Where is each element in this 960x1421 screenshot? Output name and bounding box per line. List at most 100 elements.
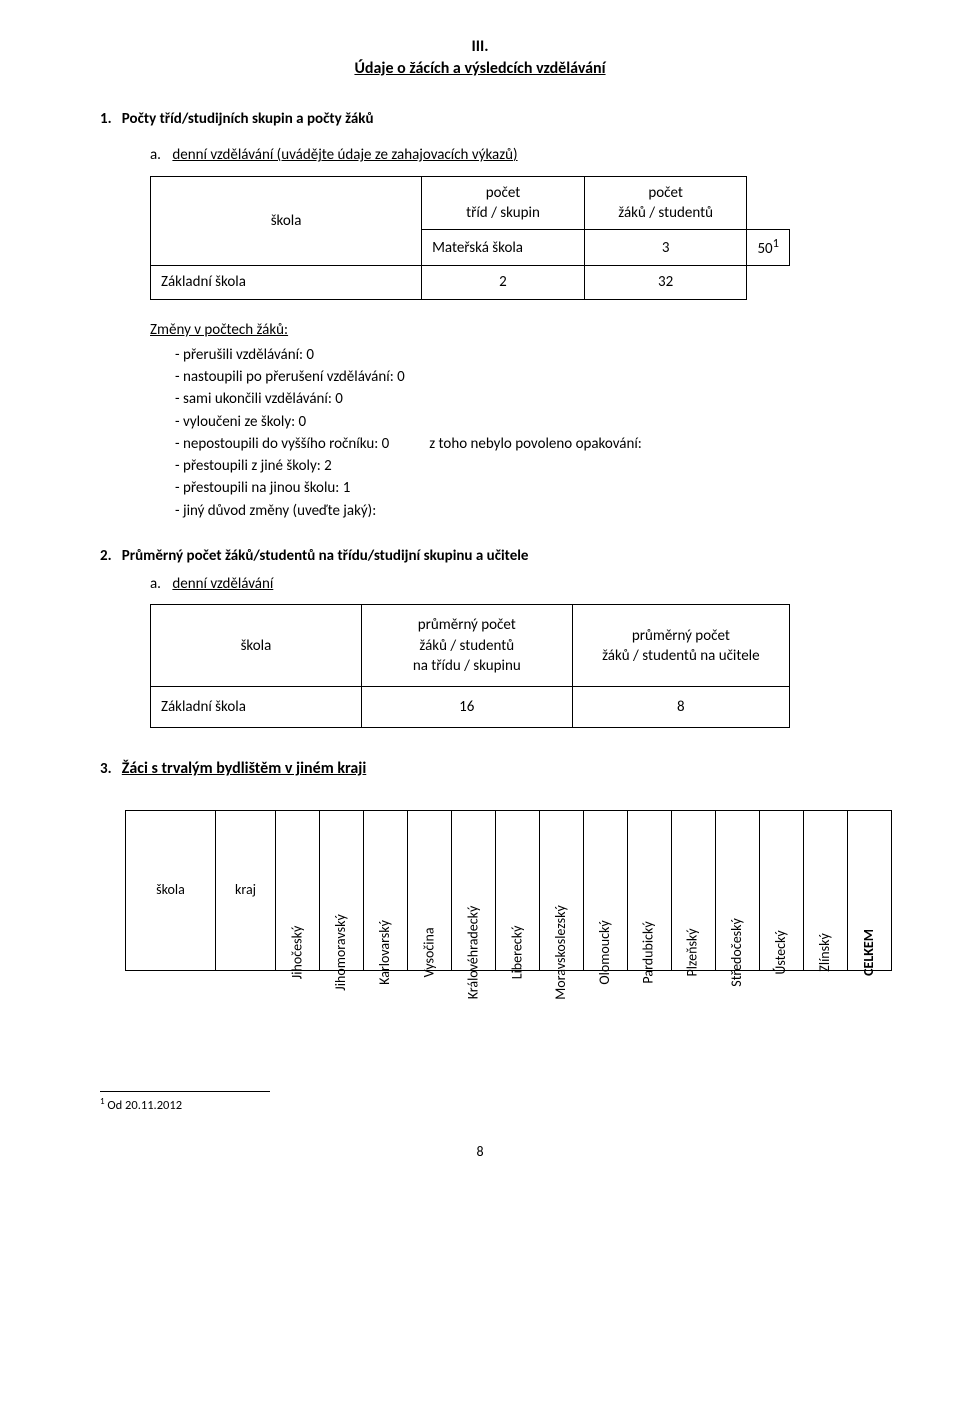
t3-c12: Zlínský <box>804 811 848 971</box>
t3-h-kraj: kraj <box>216 811 276 971</box>
page-title: Údaje o žácích a výsledcích vzdělávání <box>100 58 860 80</box>
t3-c1: Jihomoravský <box>320 811 364 971</box>
t2-h-skola: škola <box>151 605 362 687</box>
t3-c10: Středočeský <box>716 811 760 971</box>
sec1-sub-letter: a. <box>150 146 161 164</box>
list-item: přerušili vzdělávání: 0 <box>175 344 860 366</box>
t3-c2t: Karlovarský <box>376 920 395 985</box>
sec2-sub-text: denní vzdělávání <box>172 575 273 593</box>
chg6: přestoupili na jinou školu: 1 <box>183 479 350 497</box>
list-item: nastoupili po přerušení vzdělávání: 0 <box>175 366 860 388</box>
chg4: nepostoupili do vyššího ročníku: 0 <box>183 435 389 453</box>
t3-c9: Plzeňský <box>672 811 716 971</box>
t3-c2: Karlovarský <box>364 811 408 971</box>
chg5: přestoupili z jiné školy: 2 <box>183 457 332 475</box>
t1-h-c2a: počet žáků / studentů <box>584 176 747 230</box>
footnote-num: 1 <box>100 1096 105 1107</box>
chg2: sami ukončili vzdělávání: 0 <box>183 390 343 408</box>
t1-h-skola: škola <box>151 176 422 266</box>
t3-c10t: Středočeský <box>728 918 747 987</box>
chg0: přerušili vzdělávání: 0 <box>183 346 314 364</box>
t2-r0-c2: 8 <box>572 687 789 728</box>
sec1-num: 1. <box>100 110 112 128</box>
list-item: vyloučeni ze školy: 0 <box>175 411 860 433</box>
sec3-heading: 3. Žáci s trvalým bydlištěm v jiném kraj… <box>100 758 860 780</box>
t1-r1-label: Základní škola <box>151 266 422 299</box>
list-item: sami ukončili vzdělávání: 0 <box>175 388 860 410</box>
t2-h-c2-l1: průměrný počet <box>583 626 779 646</box>
chg3: vyloučeni ze školy: 0 <box>183 413 306 431</box>
t2-r0-c1: 16 <box>361 687 572 728</box>
t3-c0: Jihočeský <box>276 811 320 971</box>
t1-h-c1a-l2: tříd / skupin <box>432 203 574 223</box>
t3-h-skola: škola <box>126 811 216 971</box>
t3-c13t: CELKEM <box>860 929 879 976</box>
t3-c9t: Plzeňský <box>684 929 703 977</box>
t3-h-kraj-text: kraj <box>216 881 275 900</box>
sec3-num: 3. <box>100 760 112 778</box>
t3-c12t: Zlínský <box>816 933 835 972</box>
t3-c4t: Královéhradecký <box>464 906 483 1000</box>
t1-r0-c2: 501 <box>747 230 790 266</box>
chg7: jiný důvod změny (uveďte jaký): <box>183 502 376 520</box>
changes-title: Změny v počtech žáků: <box>150 320 860 340</box>
t1-r0-c2-val: 50 <box>757 240 772 258</box>
t3-c8: Pardubický <box>628 811 672 971</box>
t3-c6: Moravskoslezský <box>540 811 584 971</box>
sec3-table: škola kraj Jihočeský Jihomoravský Karlov… <box>125 810 892 971</box>
sec2-heading: 2. Průměrný počet žáků/studentů na třídu… <box>100 546 860 566</box>
t3-c11t: Ústecký <box>772 930 791 974</box>
t1-h-c1a: počet tříd / skupin <box>422 176 585 230</box>
t3-c1t: Jihomoravský <box>332 914 351 991</box>
t3-c6t: Moravskoslezský <box>552 905 571 1000</box>
list-item: jiný důvod změny (uveďte jaký): <box>175 500 860 522</box>
sec1-sub: a. denní vzdělávání (uvádějte údaje ze z… <box>150 145 860 165</box>
t3-c3t: Vysočina <box>420 928 439 978</box>
t2-h-c1-l1: průměrný počet <box>372 615 562 635</box>
t2-h-c2: průměrný počet žáků / studentů na učitel… <box>572 605 789 687</box>
sec2-title: Průměrný počet žáků/studentů na třídu/st… <box>122 547 529 565</box>
t1-r1-c2: 32 <box>584 266 747 299</box>
list-item: nepostoupili do vyššího ročníku: 0 z toho… <box>175 433 860 455</box>
section-roman: III. <box>100 36 860 58</box>
sec1-title: Počty tříd/studijních skupin a počty žák… <box>122 110 374 128</box>
t3-c8t: Pardubický <box>640 921 659 983</box>
t1-h-c2a-l2: žáků / studentů <box>595 203 737 223</box>
table-row: Základní škola 2 32 <box>151 266 790 299</box>
footnote: 1 Od 20.11.2012 <box>100 1096 860 1115</box>
list-item: přestoupili na jinou školu: 1 <box>175 477 860 499</box>
t3-c13: CELKEM <box>848 811 892 971</box>
t3-c7: Olomoucký <box>584 811 628 971</box>
page-number: 8 <box>100 1143 860 1162</box>
t2-h-c2-l2: žáků / studentů na učitele <box>583 646 779 666</box>
sec1-heading: 1. Počty tříd/studijních skupin a počty … <box>100 109 860 129</box>
sec1-sub-text: denní vzdělávání (uvádějte údaje ze zaha… <box>172 146 517 164</box>
chg4a: z toho nebylo povoleno opakování: <box>429 435 642 453</box>
t3-c4: Královéhradecký <box>452 811 496 971</box>
chg1: nastoupili po přerušení vzdělávání: 0 <box>183 368 405 386</box>
table-row: Základní škola 16 8 <box>151 687 790 728</box>
t3-c0t: Jihočeský <box>288 926 307 979</box>
sec1-table: škola počet tříd / skupin počet žáků / s… <box>150 176 790 300</box>
t2-h-c1: průměrný počet žáků / studentů na třídu … <box>361 605 572 687</box>
sec2-table: škola průměrný počet žáků / studentů na … <box>150 604 790 728</box>
t1-r0-c2-sup: 1 <box>773 236 779 251</box>
t2-h-c1-l2: žáků / studentů <box>372 636 562 656</box>
t3-c5: Liberecký <box>496 811 540 971</box>
t2-h-c1-l3: na třídu / skupinu <box>372 656 562 676</box>
t3-c7t: Olomoucký <box>596 920 615 984</box>
t1-r0-label: Mateřská škola <box>422 230 585 266</box>
t1-h-c2a-l1: počet <box>595 183 737 203</box>
changes-list: přerušili vzdělávání: 0 nastoupili po př… <box>175 344 860 522</box>
sec2-sub-letter: a. <box>150 575 161 593</box>
t2-r0-label: Základní škola <box>151 687 362 728</box>
t1-r0-c1: 3 <box>584 230 747 266</box>
footnote-rule <box>100 1091 270 1092</box>
t3-c5t: Liberecký <box>508 926 527 980</box>
t3-c11: Ústecký <box>760 811 804 971</box>
t3-c3: Vysočina <box>408 811 452 971</box>
t1-h-c1a-l1: počet <box>432 183 574 203</box>
footnote-text: Od 20.11.2012 <box>107 1098 182 1113</box>
t1-r1-c1: 2 <box>422 266 585 299</box>
sec2-num: 2. <box>100 547 112 565</box>
